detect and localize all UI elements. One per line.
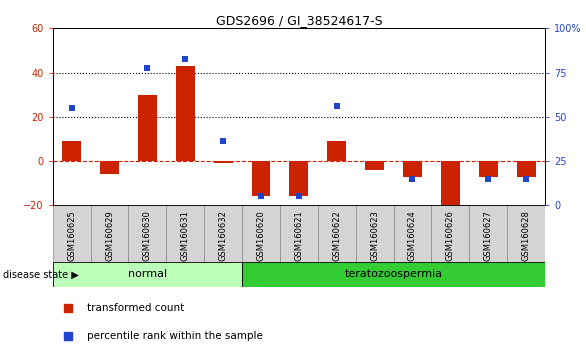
Bar — [251, 161, 271, 196]
Bar — [394, 205, 431, 262]
Text: GSM160623: GSM160623 — [370, 210, 379, 261]
Text: GSM160626: GSM160626 — [446, 210, 455, 261]
Text: GSM160621: GSM160621 — [294, 210, 304, 261]
Text: GSM160624: GSM160624 — [408, 210, 417, 261]
Point — [522, 176, 531, 182]
Text: GSM160630: GSM160630 — [143, 210, 152, 261]
Text: percentile rank within the sample: percentile rank within the sample — [87, 331, 263, 341]
Bar — [91, 205, 128, 262]
Bar — [242, 262, 545, 287]
Point — [67, 105, 76, 111]
Bar — [365, 161, 384, 170]
Bar — [469, 205, 507, 262]
Text: GSM160627: GSM160627 — [483, 210, 493, 261]
Bar — [517, 161, 536, 177]
Point — [143, 65, 152, 71]
Point — [180, 57, 190, 62]
Text: GSM160620: GSM160620 — [257, 210, 265, 261]
Text: GSM160625: GSM160625 — [67, 210, 76, 261]
Bar — [166, 205, 204, 262]
Bar — [280, 205, 318, 262]
Text: GSM160631: GSM160631 — [180, 210, 190, 261]
Bar — [100, 161, 119, 175]
Point — [408, 176, 417, 182]
Text: transformed count: transformed count — [87, 303, 185, 313]
Bar — [356, 205, 394, 262]
Bar — [479, 161, 498, 177]
Bar — [53, 205, 91, 262]
Bar — [204, 205, 242, 262]
Bar — [403, 161, 422, 177]
Bar — [138, 95, 157, 161]
Bar — [441, 161, 460, 210]
Point — [219, 138, 228, 144]
Text: GSM160622: GSM160622 — [332, 210, 341, 261]
Bar — [318, 205, 356, 262]
Text: teratozoospermia: teratozoospermia — [345, 269, 442, 279]
Bar — [128, 205, 166, 262]
Bar — [242, 205, 280, 262]
Point — [332, 103, 342, 109]
Text: normal: normal — [128, 269, 167, 279]
Point — [483, 176, 493, 182]
Point — [256, 194, 265, 199]
Title: GDS2696 / GI_38524617-S: GDS2696 / GI_38524617-S — [216, 14, 382, 27]
Bar — [289, 161, 308, 196]
Bar — [53, 262, 242, 287]
Bar — [431, 205, 469, 262]
Bar — [176, 66, 195, 161]
Point — [294, 194, 304, 199]
Bar — [62, 141, 81, 161]
Bar — [327, 141, 346, 161]
Text: GSM160629: GSM160629 — [105, 210, 114, 261]
Bar — [507, 205, 545, 262]
Text: GSM160632: GSM160632 — [219, 210, 227, 261]
Text: disease state ▶: disease state ▶ — [3, 269, 79, 279]
Bar — [214, 161, 233, 163]
Text: GSM160628: GSM160628 — [522, 210, 530, 261]
Point — [428, 157, 438, 163]
